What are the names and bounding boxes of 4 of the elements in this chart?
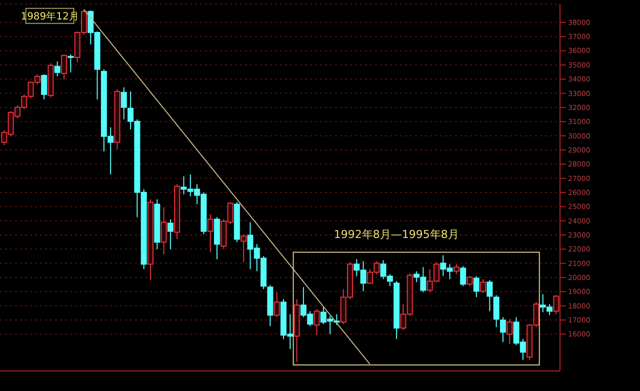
- candlestick: [294, 298, 300, 362]
- candlestick: [120, 86, 127, 120]
- annotation: 1992年8月—1995年8月: [334, 228, 459, 242]
- candlestick: [160, 206, 167, 255]
